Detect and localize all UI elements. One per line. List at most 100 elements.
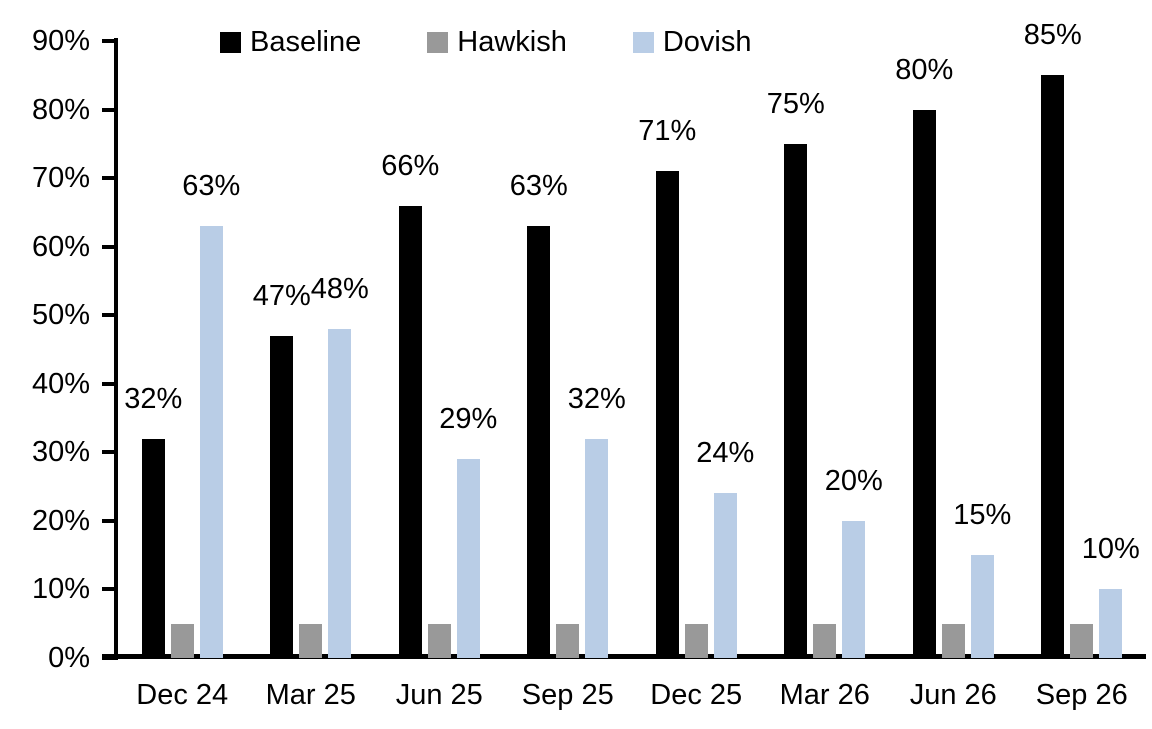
bar-wrap xyxy=(813,624,837,658)
bar-wrap: 47% xyxy=(253,280,311,658)
bar-baseline-jun-25 xyxy=(398,206,422,658)
bar-wrap: 85% xyxy=(1024,19,1082,658)
y-tick-mark xyxy=(102,244,118,249)
bar-wrap: 48% xyxy=(311,273,369,658)
y-tick-label: 50% xyxy=(31,299,90,332)
y-tick-mark xyxy=(102,518,118,523)
bar-wrap: 63% xyxy=(510,170,568,658)
bar-value-label: 85% xyxy=(1023,19,1082,51)
y-tick-mark xyxy=(102,39,118,43)
bar-wrap: 63% xyxy=(182,170,240,658)
bar-dovish-mar-26 xyxy=(842,521,866,658)
bar-value-label: 80% xyxy=(895,54,954,86)
bar-value-label: 48% xyxy=(310,273,369,305)
bar-wrap xyxy=(299,624,323,658)
bar-value-label: 32% xyxy=(567,383,626,415)
x-tick-label: Dec 25 xyxy=(650,679,743,711)
bar-value-label: 32% xyxy=(124,383,183,415)
x-axis-line xyxy=(102,654,1146,659)
plot-area: 32% 63% 47% 48% 66% 29% 63% 32% 71% 24% 75% 20% 80% 1… xyxy=(118,19,1147,658)
x-tick-label: Sep 25 xyxy=(521,679,614,711)
bar-wrap xyxy=(1070,624,1094,658)
x-tick-label: Mar 25 xyxy=(265,679,356,711)
bar-value-label: 63% xyxy=(182,170,241,202)
bar-wrap xyxy=(684,624,708,658)
y-tick-label: 80% xyxy=(31,93,90,126)
bar-value-label: 66% xyxy=(381,150,440,182)
legend-item-dovish: Dovish xyxy=(632,26,752,59)
bar-hawkish-sep-26 xyxy=(1070,624,1094,658)
bar-dovish-dec-25 xyxy=(713,493,737,658)
bar-dovish-dec-24 xyxy=(199,226,223,658)
bar-value-label: 15% xyxy=(953,499,1012,531)
bar-hawkish-sep-25 xyxy=(556,624,580,658)
legend-label: Hawkish xyxy=(457,26,567,58)
bar-value-label: 63% xyxy=(509,170,568,202)
bar-wrap: 66% xyxy=(381,150,439,658)
y-tick-label: 40% xyxy=(31,367,90,400)
x-tick-label: Dec 24 xyxy=(136,679,229,711)
bar-wrap: 80% xyxy=(895,54,953,658)
legend-label: Baseline xyxy=(250,26,362,58)
bar-wrap: 71% xyxy=(638,115,696,658)
bar-value-label: 71% xyxy=(638,115,697,147)
bar-wrap: 10% xyxy=(1082,533,1140,658)
bar-group-dec-25: 71% 24% xyxy=(632,41,761,658)
bar-baseline-mar-25 xyxy=(270,336,294,658)
chart-legend: Baseline Hawkish Dovish xyxy=(220,26,752,59)
bar-value-label: 20% xyxy=(824,465,883,497)
y-tick-label: 90% xyxy=(31,25,90,57)
y-tick-label: 70% xyxy=(31,162,90,195)
bar-group-sep-25: 63% 32% xyxy=(504,41,633,658)
bar-value-label: 75% xyxy=(766,88,825,120)
y-tick-mark xyxy=(102,450,118,455)
x-tick-label: Jun 25 xyxy=(395,679,483,711)
bar-wrap: 29% xyxy=(439,403,497,658)
bar-baseline-jun-26 xyxy=(912,110,936,658)
bar-hawkish-dec-24 xyxy=(170,624,194,658)
bar-value-label: 24% xyxy=(696,437,755,469)
bar-wrap: 32% xyxy=(124,383,182,658)
bar-group-jun-26: 80% 15% xyxy=(889,41,1018,658)
x-tick-label: Jun 26 xyxy=(909,679,997,711)
y-tick-mark xyxy=(102,313,118,318)
legend-item-baseline: Baseline xyxy=(220,26,361,59)
bar-dovish-jun-26 xyxy=(970,555,994,658)
bar-baseline-dec-24 xyxy=(141,439,165,658)
legend-item-hawkish: Hawkish xyxy=(427,26,567,59)
y-tick-mark xyxy=(102,587,118,592)
bar-wrap xyxy=(556,624,580,658)
y-tick-label: 30% xyxy=(31,436,90,469)
bar-wrap xyxy=(170,624,194,658)
legend-swatch-dovish xyxy=(632,32,654,53)
bar-hawkish-jun-26 xyxy=(941,624,965,658)
bar-baseline-dec-25 xyxy=(655,171,679,658)
bar-value-label: 47% xyxy=(252,280,311,312)
y-tick-label: 0% xyxy=(48,642,90,674)
bar-group-jun-25: 66% 29% xyxy=(375,41,504,658)
x-tick-label: Mar 26 xyxy=(779,679,870,711)
legend-label: Dovish xyxy=(662,26,752,58)
bar-baseline-mar-26 xyxy=(784,144,808,658)
bar-hawkish-dec-25 xyxy=(684,624,708,658)
bar-wrap xyxy=(941,624,965,658)
bar-baseline-sep-26 xyxy=(1041,75,1065,658)
y-tick-label: 60% xyxy=(31,230,90,263)
bar-wrap xyxy=(427,624,451,658)
bar-wrap: 15% xyxy=(953,499,1011,658)
bar-wrap: 20% xyxy=(825,465,883,658)
bar-wrap: 75% xyxy=(767,88,825,658)
y-axis-line xyxy=(114,38,118,658)
bar-dovish-jun-25 xyxy=(456,459,480,658)
y-tick-mark xyxy=(102,381,118,386)
bar-dovish-mar-25 xyxy=(328,329,352,658)
bar-wrap: 32% xyxy=(568,383,626,658)
bar-hawkish-mar-26 xyxy=(813,624,837,658)
y-tick-label: 20% xyxy=(31,504,90,537)
bar-group-sep-26: 85% 10% xyxy=(1018,19,1147,658)
y-tick-mark xyxy=(102,176,118,181)
bar-group-dec-24: 32% 63% xyxy=(118,41,247,658)
x-tick-label: Sep 26 xyxy=(1035,679,1128,711)
bar-value-label: 29% xyxy=(439,403,498,435)
